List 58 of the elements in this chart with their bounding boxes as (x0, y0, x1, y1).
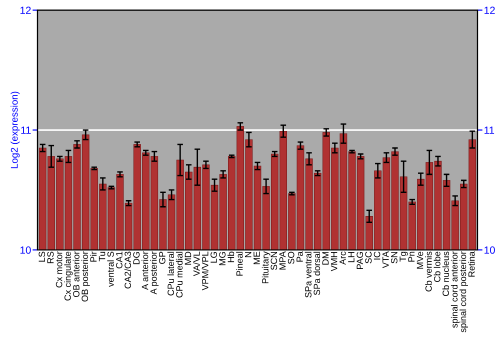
x-tick-label: VTA (382, 251, 389, 268)
x-tick-label: Cx motor (56, 251, 62, 288)
x-tick-label: LG (210, 252, 217, 263)
x-tick-label: IC (374, 252, 380, 260)
x-tick-label: CPu lateral (167, 252, 174, 296)
x-tick-label: LH (348, 252, 354, 262)
x-tick-label: MVe (416, 252, 424, 269)
x-tick-label: spinal cord anterior (450, 251, 460, 328)
x-tick-label: MPA (279, 251, 286, 270)
x-tick-label: SN (391, 252, 398, 264)
x-tick-label: Cb lobe (434, 252, 440, 282)
y-axis-title: Log2 (expression) (10, 92, 20, 168)
x-tick-label: Cx cingulate (64, 252, 73, 301)
x-tick-label: MG (219, 252, 226, 266)
x-tick-label: SPa ventral (304, 252, 312, 298)
x-tick-label: SPa dorsal (313, 252, 320, 296)
x-tick-label: LS (38, 252, 46, 262)
x-tick-label: MD (184, 252, 192, 265)
y2-tick-label: 11 (484, 126, 494, 134)
x-tick-label: PAG (356, 252, 364, 269)
x-tick-label: DG (133, 252, 140, 264)
x-tick-label: Pa (296, 251, 303, 262)
x-tick-label: Pir (90, 251, 97, 262)
x-tick-label: OB posterior (81, 251, 90, 302)
x-tick-label: OB anterior (72, 251, 80, 298)
x-tick-label: Cb nucleus (442, 252, 449, 296)
x-tick-label: VPM/VPL (202, 252, 208, 290)
x-tick-label: DM (322, 252, 329, 265)
x-tick-label: SO (288, 252, 294, 264)
x-tick-label: VA/VL (193, 252, 200, 276)
x-tick-label: CA1 (116, 252, 122, 268)
y2-tick-label: 10 (484, 246, 495, 254)
x-tick-label: A anterior (142, 251, 148, 290)
x-tick-label: SCN (270, 252, 278, 270)
y-tick-label: 12 (20, 6, 31, 14)
x-tick-label: Hb (228, 252, 234, 262)
x-tick-label: Pineal (236, 252, 243, 276)
x-tick-label: GP (159, 252, 166, 264)
x-tick-label: VMH (330, 252, 338, 272)
x-tick-label: Pituitary (262, 251, 270, 284)
x-tick-label: Cb vermis (425, 252, 432, 292)
x-tick-label: Tg (400, 252, 408, 262)
y2-tick-label: 12 (484, 6, 495, 14)
x-tick-label: Arc (340, 252, 346, 265)
y-tick-label: 11 (21, 126, 31, 134)
x-tick-label: spinal cord posterior (460, 251, 468, 332)
x-tick-label: CPu medial (176, 252, 183, 298)
x-tick-label: ventral S (107, 252, 114, 287)
x-tick-label: ME (254, 252, 260, 264)
x-tick-label: RS (47, 252, 54, 264)
x-tick-label: Pn (408, 252, 415, 262)
x-tick-label: Retina (468, 251, 475, 277)
x-tick-label: N (245, 252, 252, 258)
x-tick-label: A posterior (150, 251, 159, 294)
y-tick-label: 10 (20, 246, 31, 254)
x-tick-label: Tu (98, 252, 106, 262)
x-tick-label: SC (365, 252, 372, 264)
x-tick-label: CA2/CA3 (124, 252, 132, 288)
